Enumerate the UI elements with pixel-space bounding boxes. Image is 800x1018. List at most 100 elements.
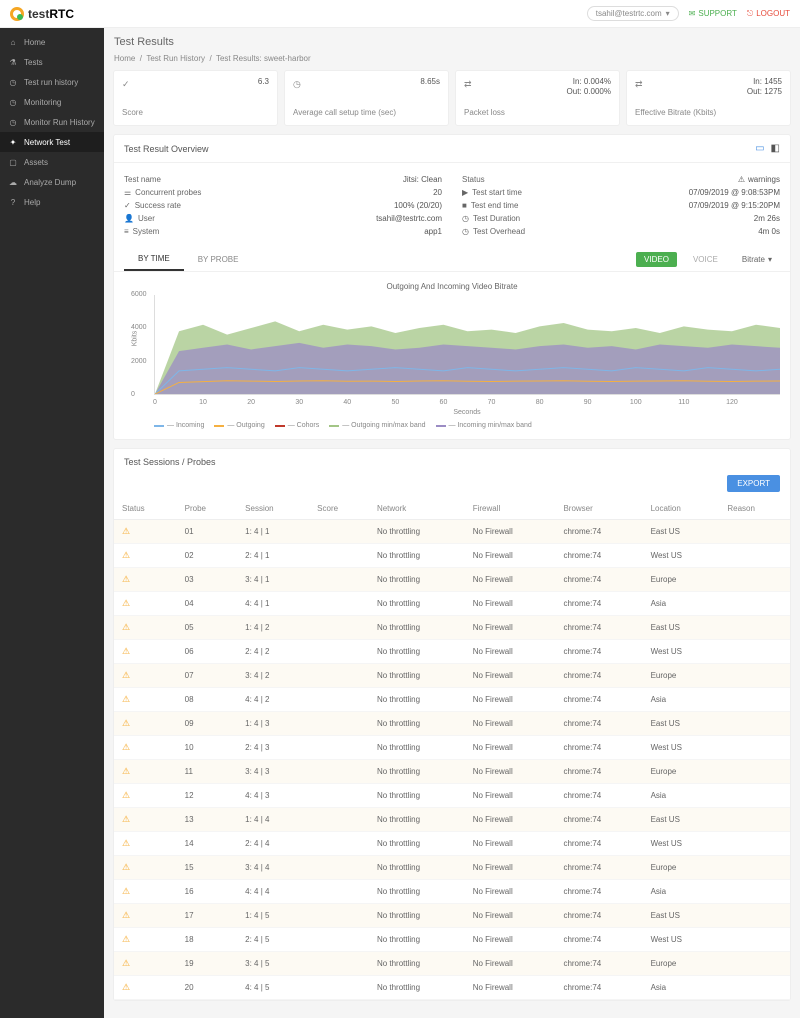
- warning-icon: ⚠: [122, 718, 130, 728]
- expand-icon[interactable]: ▭: [755, 143, 764, 154]
- sidebar-item-network-test[interactable]: ✦Network Test: [0, 132, 104, 152]
- table-row[interactable]: ⚠102: 4 | 3No throttlingNo Firewallchrom…: [114, 736, 790, 760]
- sidebar-item-home[interactable]: ⌂Home: [0, 32, 104, 52]
- col-network[interactable]: Network: [369, 498, 465, 520]
- cell: East US: [643, 520, 720, 544]
- cell: chrome:74: [555, 592, 642, 616]
- cell: 2: 4 | 1: [237, 544, 309, 568]
- tab-by-probe[interactable]: BY PROBE: [184, 249, 253, 270]
- col-location[interactable]: Location: [643, 498, 720, 520]
- col-reason[interactable]: Reason: [719, 498, 790, 520]
- user-menu[interactable]: tsahil@testrtc.com ▾: [587, 6, 679, 21]
- cell: ⚠: [114, 712, 177, 736]
- breadcrumb-home[interactable]: Home: [114, 54, 135, 63]
- warning-icon: ⚠: [122, 526, 130, 536]
- cell: Europe: [643, 760, 720, 784]
- cell: 18: [177, 928, 238, 952]
- table-row[interactable]: ⚠073: 4 | 2No throttlingNo Firewallchrom…: [114, 664, 790, 688]
- xtick: 110: [678, 399, 689, 406]
- col-score[interactable]: Score: [309, 498, 369, 520]
- table-row[interactable]: ⚠124: 4 | 3No throttlingNo Firewallchrom…: [114, 784, 790, 808]
- support-link[interactable]: ✉ SUPPORT: [689, 9, 737, 18]
- cell: 2: 4 | 2: [237, 640, 309, 664]
- breadcrumb-history[interactable]: Test Run History: [146, 54, 205, 63]
- logo[interactable]: testRTC: [10, 7, 74, 21]
- cell: Asia: [643, 592, 720, 616]
- cell: No Firewall: [465, 544, 556, 568]
- bookmark-icon[interactable]: ◧: [771, 143, 780, 154]
- table-row[interactable]: ⚠131: 4 | 4No throttlingNo Firewallchrom…: [114, 808, 790, 832]
- col-browser[interactable]: Browser: [555, 498, 642, 520]
- clock-icon: ◷: [8, 97, 18, 107]
- cell: chrome:74: [555, 976, 642, 1000]
- table-row[interactable]: ⚠142: 4 | 4No throttlingNo Firewallchrom…: [114, 832, 790, 856]
- bitrate-dropdown[interactable]: Bitrate ▾: [734, 252, 780, 267]
- logout-link[interactable]: ⎋ LOGOUT: [747, 9, 790, 19]
- cell: 06: [177, 640, 238, 664]
- table-row[interactable]: ⚠193: 4 | 5No throttlingNo Firewallchrom…: [114, 952, 790, 976]
- col-session[interactable]: Session: [237, 498, 309, 520]
- table-row[interactable]: ⚠113: 4 | 3No throttlingNo Firewallchrom…: [114, 760, 790, 784]
- warning-icon: ⚠: [122, 622, 130, 632]
- table-row[interactable]: ⚠011: 4 | 1No throttlingNo Firewallchrom…: [114, 520, 790, 544]
- cell: ⚠: [114, 568, 177, 592]
- table-row[interactable]: ⚠164: 4 | 4No throttlingNo Firewallchrom…: [114, 880, 790, 904]
- table-row[interactable]: ⚠062: 4 | 2No throttlingNo Firewallchrom…: [114, 640, 790, 664]
- table-row[interactable]: ⚠044: 4 | 1No throttlingNo Firewallchrom…: [114, 592, 790, 616]
- sidebar-item-monitoring[interactable]: ◷Monitoring: [0, 92, 104, 112]
- chip-voice[interactable]: VOICE: [685, 252, 726, 267]
- sidebar-item-monitor-run-history[interactable]: ◷Monitor Run History: [0, 112, 104, 132]
- table-row[interactable]: ⚠033: 4 | 1No throttlingNo Firewallchrom…: [114, 568, 790, 592]
- cell: 09: [177, 712, 238, 736]
- table-row[interactable]: ⚠182: 4 | 5No throttlingNo Firewallchrom…: [114, 928, 790, 952]
- cell: No Firewall: [465, 640, 556, 664]
- table-row[interactable]: ⚠204: 4 | 5No throttlingNo Firewallchrom…: [114, 976, 790, 1000]
- sidebar-item-analyze-dump[interactable]: ☁Analyze Dump: [0, 172, 104, 192]
- legend-outgoing[interactable]: — Outgoing: [214, 422, 264, 429]
- cell: 4: 4 | 4: [237, 880, 309, 904]
- system-value: app1: [424, 227, 442, 236]
- cell: Europe: [643, 952, 720, 976]
- cell: No throttling: [369, 952, 465, 976]
- cell: No throttling: [369, 856, 465, 880]
- legend-incoming[interactable]: — Incoming: [154, 422, 204, 429]
- cell: chrome:74: [555, 616, 642, 640]
- cell: ⚠: [114, 664, 177, 688]
- test-name-value[interactable]: Jitsi: Clean: [403, 175, 442, 184]
- cell: 3: 4 | 4: [237, 856, 309, 880]
- cell: ⚠: [114, 592, 177, 616]
- table-row[interactable]: ⚠091: 4 | 3No throttlingNo Firewallchrom…: [114, 712, 790, 736]
- sidebar-item-assets[interactable]: ▢Assets: [0, 152, 104, 172]
- table-row[interactable]: ⚠051: 4 | 2No throttlingNo Firewallchrom…: [114, 616, 790, 640]
- cell: chrome:74: [555, 544, 642, 568]
- legend-in_band[interactable]: — Incoming min/max band: [436, 422, 532, 429]
- success-value: 100% (20/20): [394, 201, 442, 210]
- legend-cohors[interactable]: — Cohors: [275, 422, 320, 429]
- cell: [719, 640, 790, 664]
- cell: Europe: [643, 664, 720, 688]
- table-row[interactable]: ⚠153: 4 | 4No throttlingNo Firewallchrom…: [114, 856, 790, 880]
- card-packet-loss: ⇄ In: 0.004% Out: 0.000% Packet loss: [456, 71, 619, 125]
- table-row[interactable]: ⚠022: 4 | 1No throttlingNo Firewallchrom…: [114, 544, 790, 568]
- overhead-key: Test Overhead: [473, 227, 525, 236]
- cell: No throttling: [369, 664, 465, 688]
- legend-swatch: [214, 425, 224, 427]
- sidebar-item-help[interactable]: ?Help: [0, 192, 104, 212]
- sidebar-item-test-run-history[interactable]: ◷Test run history: [0, 72, 104, 92]
- export-button[interactable]: EXPORT: [727, 475, 780, 492]
- col-status[interactable]: Status: [114, 498, 177, 520]
- col-firewall[interactable]: Firewall: [465, 498, 556, 520]
- sidebar-item-tests[interactable]: ⚗Tests: [0, 52, 104, 72]
- cell: [309, 760, 369, 784]
- chip-video[interactable]: VIDEO: [636, 252, 677, 267]
- table-row[interactable]: ⚠084: 4 | 2No throttlingNo Firewallchrom…: [114, 688, 790, 712]
- xtick: 20: [247, 399, 255, 406]
- user-value[interactable]: tsahil@testrtc.com: [376, 214, 442, 223]
- cell: [719, 952, 790, 976]
- col-probe[interactable]: Probe: [177, 498, 238, 520]
- tab-by-time[interactable]: BY TIME: [124, 248, 184, 271]
- system-key: System: [133, 227, 160, 236]
- legend-out_band[interactable]: — Outgoing min/max band: [329, 422, 425, 429]
- cell: No throttling: [369, 688, 465, 712]
- table-row[interactable]: ⚠171: 4 | 5No throttlingNo Firewallchrom…: [114, 904, 790, 928]
